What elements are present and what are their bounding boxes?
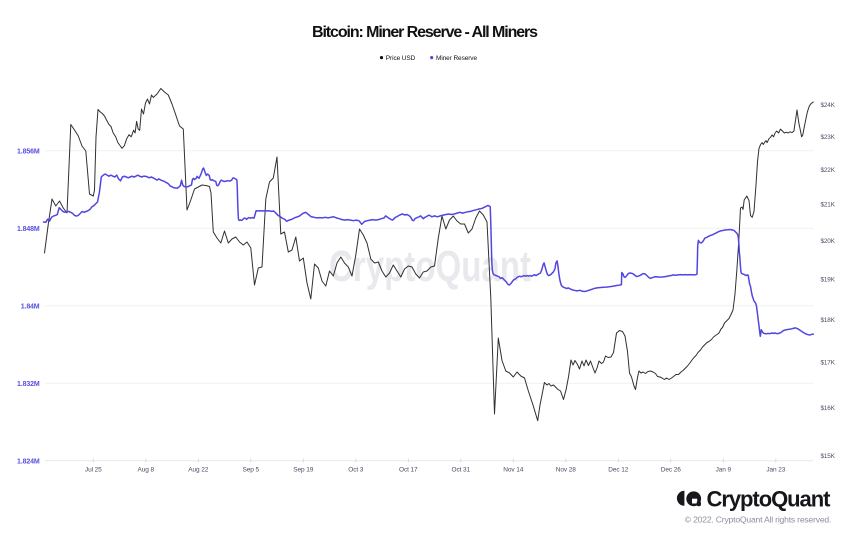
svg-text:$18K: $18K [821,317,836,324]
svg-text:Aug 8: Aug 8 [138,466,155,473]
svg-text:1.848M: 1.848M [17,226,40,233]
svg-text:Aug 22: Aug 22 [188,466,208,473]
svg-text:$22K: $22K [821,167,836,174]
svg-text:Nov 28: Nov 28 [556,466,576,473]
svg-text:$23K: $23K [821,134,836,141]
svg-text:1.856M: 1.856M [17,148,40,155]
svg-text:$19K: $19K [821,277,836,284]
svg-text:Oct 3: Oct 3 [348,466,364,473]
svg-text:© 2022. CryptoQuant All rights: © 2022. CryptoQuant All rights reserved. [685,515,831,525]
svg-text:Dec 12: Dec 12 [608,466,628,473]
svg-text:CryptoQuant: CryptoQuant [329,242,531,291]
svg-text:CryptoQuant: CryptoQuant [707,486,832,511]
svg-text:Jul 25: Jul 25 [85,466,102,473]
svg-text:Miner Reserve: Miner Reserve [436,55,477,62]
svg-text:$17K: $17K [821,360,836,367]
svg-text:$24K: $24K [821,102,836,109]
svg-text:Price USD: Price USD [386,55,416,62]
svg-text:1.84M: 1.84M [21,303,40,310]
svg-text:Jan 23: Jan 23 [766,466,785,473]
svg-text:1.824M: 1.824M [17,458,40,465]
svg-text:Sep 5: Sep 5 [243,466,260,473]
svg-text:Sep 19: Sep 19 [293,466,313,473]
svg-text:$20K: $20K [821,238,836,245]
svg-text:Bitcoin: Miner Reserve - All M: Bitcoin: Miner Reserve - All Miners [312,24,538,41]
svg-text:Oct 17: Oct 17 [399,466,418,473]
svg-text:$16K: $16K [821,405,836,412]
svg-text:Jan 9: Jan 9 [716,466,732,473]
svg-text:Nov 14: Nov 14 [503,466,523,473]
svg-text:Dec 26: Dec 26 [661,466,681,473]
svg-text:1.832M: 1.832M [17,381,40,388]
svg-text:$15K: $15K [821,453,836,460]
svg-text:$21K: $21K [821,202,836,209]
svg-text:Oct 31: Oct 31 [452,466,471,473]
